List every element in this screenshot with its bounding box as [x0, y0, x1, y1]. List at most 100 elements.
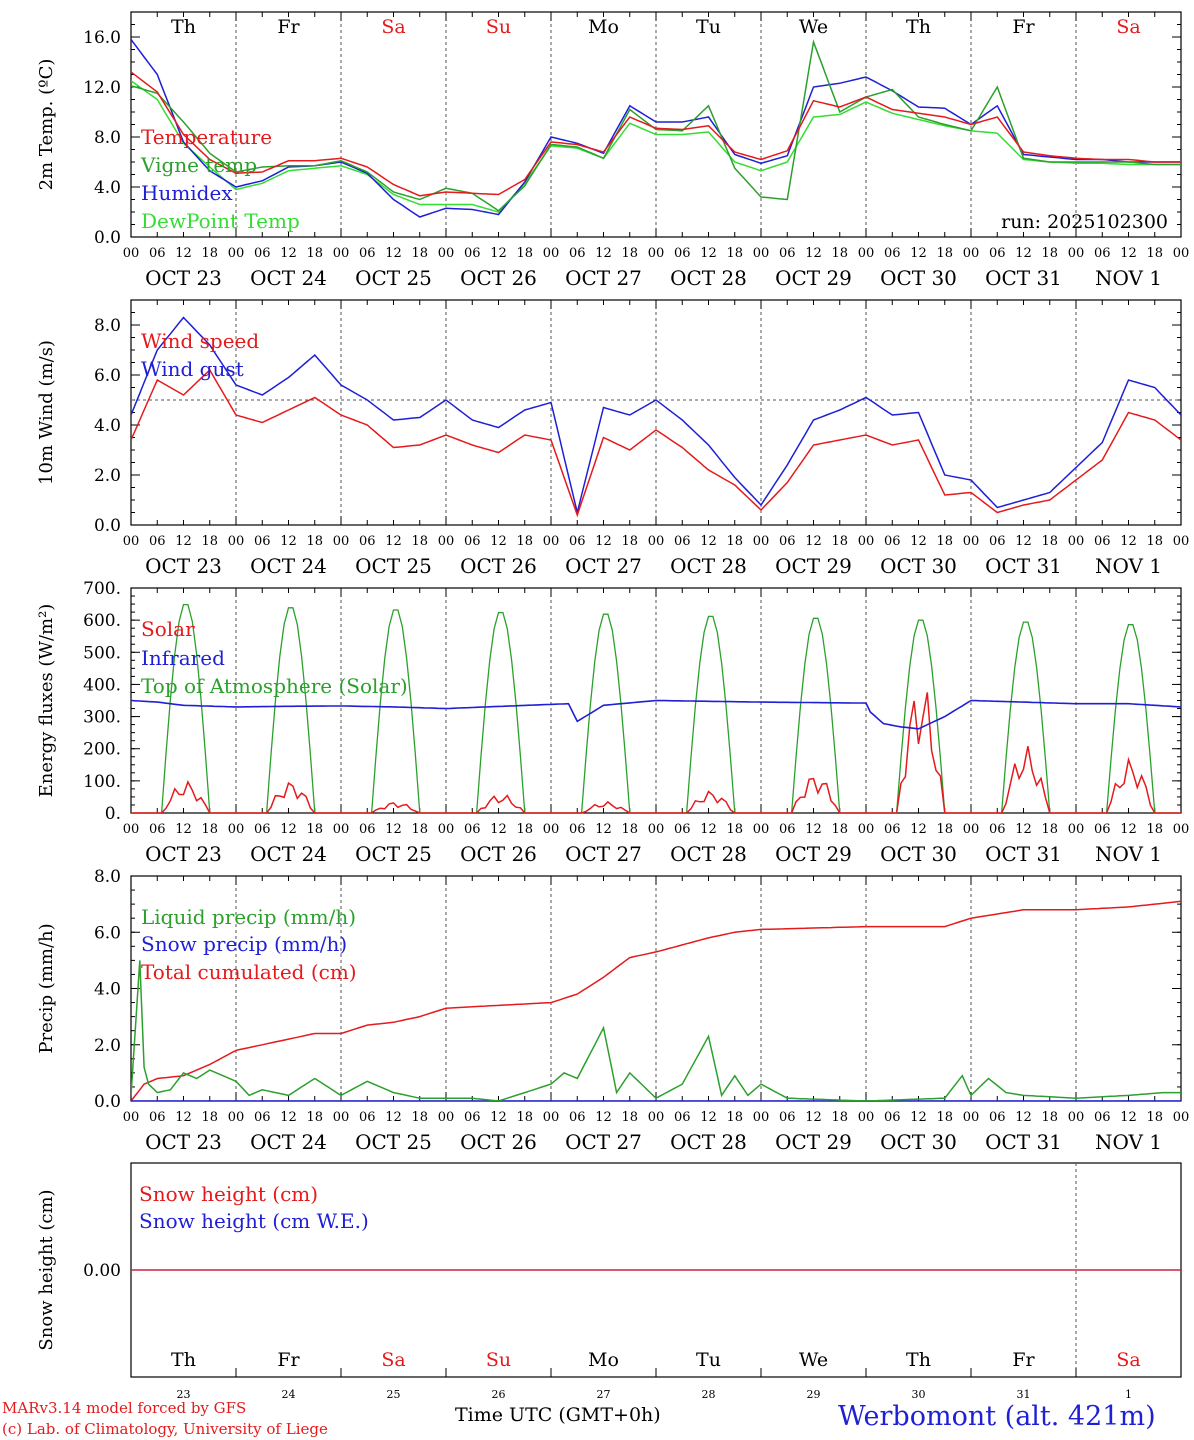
- hour-label: 18: [936, 822, 953, 837]
- day-name: Fr: [277, 16, 300, 38]
- hour-label: 12: [385, 246, 402, 261]
- y-tick-label: 200.: [83, 740, 121, 760]
- hour-label: 12: [280, 534, 297, 549]
- precip-panel: 00 06 12 18 00 06 12 18 00 06 12 18 00 06 12 18 00 06 12 18…: [36, 867, 1189, 1154]
- day-number: 27: [597, 1388, 611, 1401]
- y-tick-label: 16.0: [83, 28, 121, 48]
- date-label: OCT 30: [880, 554, 957, 578]
- vigne-temp-series: [131, 39, 1181, 212]
- wind-panel: 00 06 12 18 00 06 12 18 00 06 12 18 00 06 12 18 00 06 12 18…: [36, 299, 1189, 578]
- legend-entry: Infrared: [141, 646, 225, 670]
- y-tick-label: 8.0: [94, 867, 121, 887]
- y-axis-label: 2m Temp. (ºC): [36, 59, 57, 191]
- hour-label: 00: [333, 534, 350, 549]
- legend-entry: Wind speed: [141, 329, 259, 353]
- hour-label: 06: [674, 246, 691, 261]
- hour-label: 00: [648, 1110, 665, 1125]
- hour-label: 12: [1120, 822, 1137, 837]
- hour-label: 18: [516, 822, 533, 837]
- day-number: 31: [1017, 1388, 1031, 1401]
- date-label: OCT 25: [355, 1130, 432, 1154]
- date-label: OCT 28: [670, 266, 747, 290]
- hour-label: 00: [438, 1110, 455, 1125]
- date-label: OCT 26: [460, 554, 537, 578]
- date-label: NOV 1: [1095, 1130, 1162, 1154]
- hour-label: 06: [464, 822, 481, 837]
- date-label: OCT 31: [985, 842, 1062, 866]
- y-axis-label: Energy fluxes (W/m²): [36, 604, 57, 798]
- date-label: OCT 23: [145, 554, 222, 578]
- hour-label: 12: [280, 246, 297, 261]
- hour-label: 06: [464, 534, 481, 549]
- hour-label: 06: [989, 246, 1006, 261]
- hour-label: 18: [1041, 534, 1058, 549]
- hour-label: 00: [228, 1110, 245, 1125]
- temperature-panel: 00 06 12 18 00 06 12 18 00 06 12 18 00 06 12 18 00 06 12 18…: [36, 11, 1189, 290]
- day-name: Sa: [381, 16, 405, 38]
- hour-label: 12: [490, 822, 507, 837]
- hour-label: 00: [1173, 822, 1190, 837]
- day-number: 28: [702, 1388, 716, 1401]
- hour-label: 12: [385, 534, 402, 549]
- y-tick-label: 600.: [83, 611, 121, 631]
- date-label: OCT 26: [460, 842, 537, 866]
- hour-label: 12: [490, 534, 507, 549]
- hour-label: 06: [464, 1110, 481, 1125]
- date-label: OCT 30: [880, 266, 957, 290]
- energy-panel: 00 06 12 18 00 06 12 18 00 06 12 18 00 06 12 18 00 06 12 18…: [36, 579, 1189, 866]
- lab-credit: (c) Lab. of Climatology, University of L…: [2, 1420, 328, 1438]
- liquid-precip-mm-h-series: [131, 960, 1181, 1101]
- hour-label: 12: [1015, 246, 1032, 261]
- hour-label: 18: [726, 1110, 743, 1125]
- hour-label: 18: [1146, 246, 1163, 261]
- hour-label: 06: [884, 534, 901, 549]
- hour-label: 12: [1120, 246, 1137, 261]
- hour-label: 18: [1041, 1110, 1058, 1125]
- hour-label: 18: [411, 534, 428, 549]
- hour-label: 18: [936, 534, 953, 549]
- hour-label: 12: [175, 534, 192, 549]
- hour-label: 06: [674, 1110, 691, 1125]
- y-tick-label: 100.: [83, 772, 121, 792]
- hour-label: 18: [411, 822, 428, 837]
- hour-label: 00: [123, 246, 140, 261]
- date-label: OCT 25: [355, 554, 432, 578]
- y-tick-label: 0.0: [94, 228, 121, 248]
- day-name: Sa: [381, 1349, 405, 1371]
- y-axis-label: Precip (mm/h): [36, 923, 57, 1053]
- y-tick-label: 4.0: [94, 980, 121, 1000]
- y-tick-label: 4.0: [94, 178, 121, 198]
- date-label: OCT 26: [460, 1130, 537, 1154]
- day-number: 24: [282, 1388, 296, 1401]
- hour-label: 12: [385, 822, 402, 837]
- hour-label: 06: [254, 822, 271, 837]
- hour-label: 12: [910, 534, 927, 549]
- hour-label: 12: [910, 822, 927, 837]
- wind-speed-series: [131, 368, 1181, 518]
- hour-label: 18: [306, 1110, 323, 1125]
- hour-label: 00: [963, 822, 980, 837]
- day-number: 1: [1125, 1388, 1132, 1401]
- hour-label: 18: [411, 1110, 428, 1125]
- hour-label: 12: [700, 534, 717, 549]
- hour-label: 00: [333, 1110, 350, 1125]
- y-tick-label: 500.: [83, 643, 121, 663]
- hour-label: 00: [1173, 1110, 1190, 1125]
- hour-label: 12: [700, 246, 717, 261]
- y-tick-label: 300.: [83, 708, 121, 728]
- y-tick-label: 6.0: [94, 923, 121, 943]
- solar-series: [131, 692, 1181, 814]
- hour-label: 00: [858, 534, 875, 549]
- hour-label: 06: [254, 1110, 271, 1125]
- day-number: 23: [177, 1388, 191, 1401]
- hour-label: 06: [149, 534, 166, 549]
- hour-label: 06: [674, 822, 691, 837]
- hour-label: 18: [201, 1110, 218, 1125]
- hour-label: 00: [1068, 822, 1085, 837]
- hour-label: 12: [1015, 534, 1032, 549]
- date-label: OCT 23: [145, 842, 222, 866]
- total-cumulated-cm-series: [131, 900, 1181, 1101]
- y-tick-label: 8.0: [94, 128, 121, 148]
- hour-label: 00: [648, 246, 665, 261]
